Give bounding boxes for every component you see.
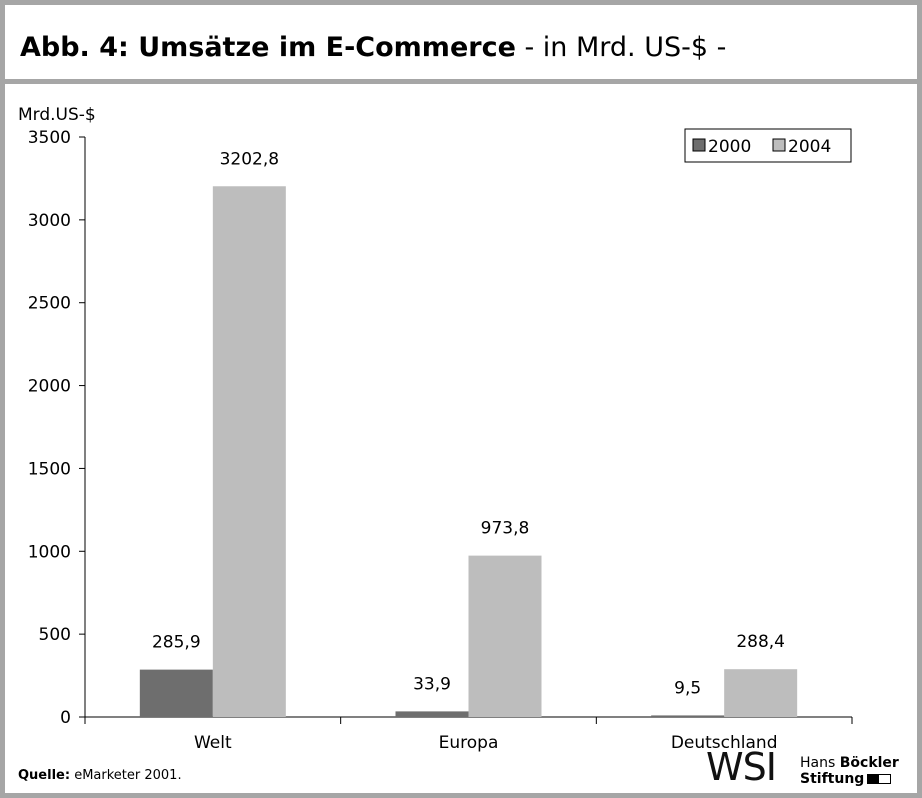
y-axis-label: Mrd.US-$ [18,105,96,125]
y-tick-label-1000: 1000 [28,542,71,562]
y-tick-label-0: 0 [60,708,71,728]
x-tick-label-europa: Europa [439,733,499,753]
chart-header: Abb. 4: Umsätze im E-Commerce - in Mrd. … [5,5,917,84]
y-tick-label-2000: 2000 [28,377,71,397]
y-tick-label-3000: 3000 [28,211,71,231]
bar-2004-welt [212,186,286,717]
logo-bar-icon [867,774,892,784]
data-label-2000-europa: 33,9 [413,674,451,694]
data-label-2004-welt: 3202,8 [220,149,279,169]
logo-boeckler: Böckler [839,755,899,771]
logo-stiftung: Stiftung [800,771,865,787]
data-label-2000-welt: 285,9 [152,633,201,653]
legend-label-2004: 2004 [788,137,831,157]
data-label-2004-deutschland: 288,4 [736,632,785,652]
bar-2000-welt [139,669,213,717]
chart-title-unit: - in Mrd. US-$ - [515,32,727,63]
bar-2000-europa [395,711,469,717]
x-tick-label-welt: Welt [194,733,232,753]
y-tick-label-500: 500 [39,625,71,645]
source-label: Quelle: [18,768,71,783]
x-tick-label-deutschland: Deutschland [671,733,778,753]
y-tick-label-3500: 3500 [28,128,71,148]
legend-label-2000: 2000 [708,137,751,157]
chart-title: Abb. 4: Umsätze im E-Commerce - in Mrd. … [20,32,726,63]
y-tick-label-2500: 2500 [28,294,71,314]
logo-hans: Hans [800,755,840,771]
legend-swatch-2000 [692,138,706,152]
wsi-logo: WSI [706,745,777,789]
source-text: eMarketer 2001. [70,768,182,783]
legend-swatch-2004 [772,138,786,152]
bar-2004-europa [468,555,542,717]
chart-title-main: Abb. 4: Umsätze im E-Commerce [20,32,516,63]
legend-box [684,128,852,163]
data-label-2004-europa: 973,8 [481,519,530,539]
source-note: Quelle: eMarketer 2001. [18,768,182,783]
y-tick-label-1500: 1500 [28,459,71,479]
hans-boeckler-logo: Hans Böckler Stiftung [800,755,899,787]
bar-2000-deutschland [651,715,725,717]
bar-2004-deutschland [724,669,798,717]
data-label-2000-deutschland: 9,5 [674,678,701,698]
